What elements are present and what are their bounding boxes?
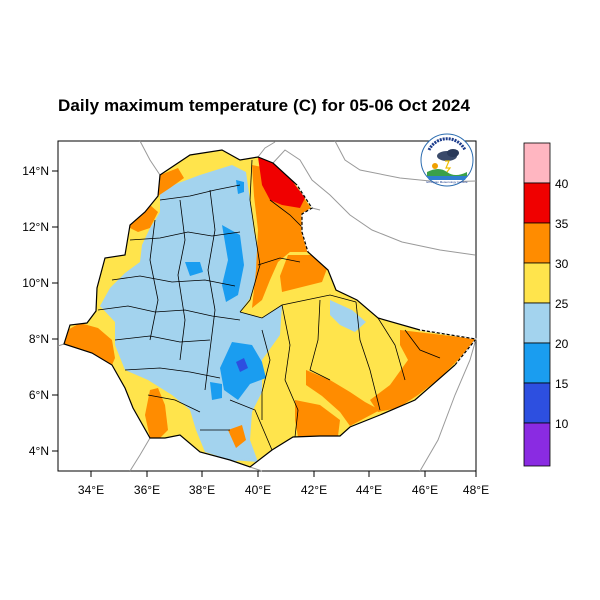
colorbar-label: 10: [555, 417, 569, 431]
temp-region-15-20-c: [185, 262, 203, 276]
temp-region-30-35-ogaden: [370, 330, 476, 412]
colorbar-label: 15: [555, 377, 569, 391]
colorbar-bin: [523, 342, 551, 384]
colorbar-bin: [523, 142, 551, 184]
temp-region-30-35-borena: [295, 400, 340, 437]
temp-region-15-20-e: [236, 180, 244, 194]
colorbar-bin: [523, 382, 551, 424]
colorbar-bin: [523, 422, 551, 467]
lon-tick-label: 42°E: [301, 483, 327, 497]
lat-tick-label: 10°N: [22, 276, 49, 290]
latitude-axis: 14°N 12°N 10°N 8°N 6°N 4°N: [22, 164, 58, 458]
temp-region-30-35-north: [158, 168, 184, 196]
colorbar-label: 40: [555, 177, 569, 191]
temp-region-20-25-tail: [198, 425, 250, 462]
lon-tick-label: 36°E: [134, 483, 160, 497]
lon-tick-label: 46°E: [412, 483, 438, 497]
boundary-dashes: [296, 184, 478, 366]
temp-region-15-20-a: [222, 225, 244, 302]
temp-region-15-20-b: [220, 342, 266, 400]
temp-region-30-35-west: [64, 323, 115, 365]
admin-boundaries: [97, 159, 441, 451]
temp-region-30-35-south: [306, 370, 380, 426]
ethiopia-outline: [63, 149, 478, 468]
temp-region-30-35-omo: [145, 388, 168, 438]
temp-region-35-40: [258, 157, 305, 208]
colorbar-bin: [523, 182, 551, 224]
lat-tick-label: 6°N: [29, 388, 49, 402]
temp-region-20-25-south: [330, 300, 366, 332]
temp-region-30-35-south-west: [228, 425, 246, 448]
colorbar-label: 30: [555, 257, 569, 271]
temp-region-15-20-d: [210, 382, 222, 400]
colorbar: 40 35 30 25 20 15 10: [523, 142, 569, 467]
lon-tick-label: 48°E: [463, 483, 489, 497]
lon-tick-label: 40°E: [245, 483, 271, 497]
map-title: Daily maximum temperature (C) for 05-06 …: [58, 96, 471, 115]
colorbar-label: 35: [555, 217, 569, 231]
colorbar-label: 25: [555, 297, 569, 311]
lat-tick-label: 8°N: [29, 332, 49, 346]
lon-tick-label: 34°E: [78, 483, 104, 497]
meteorology-logo-icon: Ethiopian Meteorology Institute: [420, 133, 474, 187]
longitude-axis: 34°E 36°E 38°E 40°E 42°E 44°E 46°E 48°E: [78, 471, 489, 497]
lon-tick-label: 44°E: [356, 483, 382, 497]
colorbar-label: 20: [555, 337, 569, 351]
temp-region-30-35-east: [280, 255, 328, 292]
lon-tick-label: 38°E: [189, 483, 215, 497]
temp-region-10-15: [236, 358, 248, 372]
logo-text: Ethiopian Meteorology Institute: [426, 180, 468, 184]
colorbar-bin: [523, 302, 551, 344]
lat-tick-label: 4°N: [29, 444, 49, 458]
colorbar-bin: [523, 222, 551, 264]
lat-tick-label: 14°N: [22, 164, 49, 178]
lat-tick-label: 12°N: [22, 220, 49, 234]
colorbar-bin: [523, 262, 551, 304]
